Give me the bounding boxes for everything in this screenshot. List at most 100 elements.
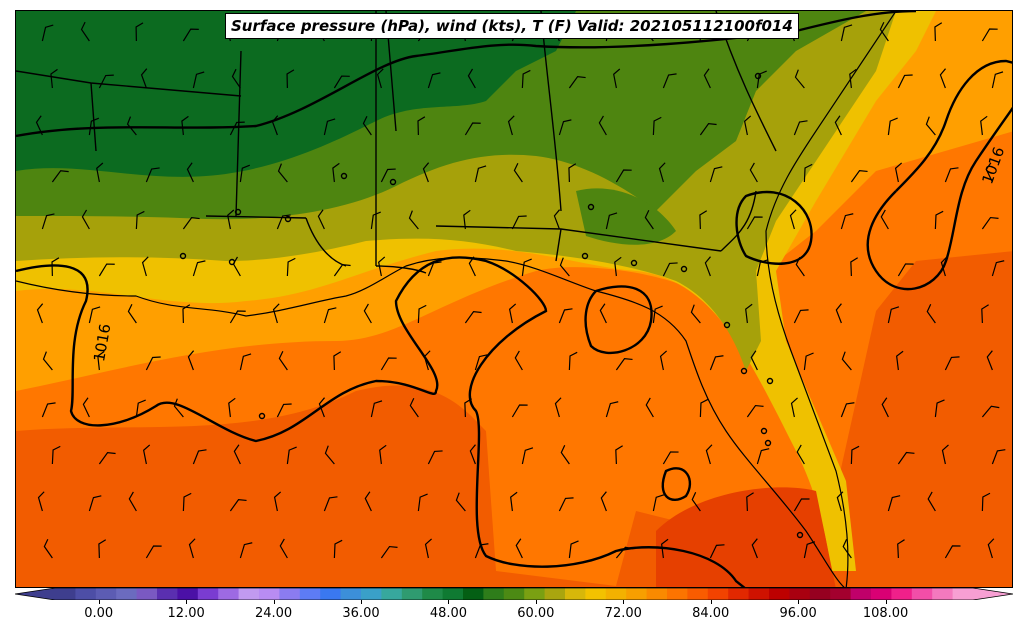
wind-barb <box>568 76 586 89</box>
wind-barb <box>427 72 441 89</box>
wind-barb <box>934 210 944 230</box>
wind-barb <box>51 257 60 277</box>
wind-barb <box>662 451 679 465</box>
wind-barb <box>560 445 570 465</box>
wind-barb <box>227 209 235 230</box>
wind-barb <box>464 310 482 324</box>
colorbar-segment <box>871 588 892 600</box>
colorbar-segment <box>565 588 586 600</box>
wind-barb <box>927 491 936 512</box>
wind-barb <box>750 350 758 371</box>
colorbar-tick-mark <box>885 600 887 604</box>
colorbar-tick-label: 96.00 <box>779 606 817 621</box>
wind-barb <box>690 304 701 324</box>
wind-barb <box>142 444 151 465</box>
colorbar-segment <box>605 588 627 600</box>
wind-barb <box>558 119 572 136</box>
wind-barb <box>455 492 466 512</box>
wind-barb <box>691 492 701 512</box>
wind-barb <box>318 397 325 418</box>
wind-barb <box>43 538 53 559</box>
wind-barb <box>850 169 868 183</box>
wind-barb <box>850 445 860 465</box>
colorbar-segment <box>55 588 76 600</box>
colorbar-segment <box>463 588 484 600</box>
colorbar-tick-label: 72.00 <box>604 606 642 621</box>
wind-barb <box>468 256 476 277</box>
colorbar-segment <box>157 588 178 600</box>
wind-barb <box>126 116 137 136</box>
wind-barb <box>615 169 632 183</box>
wind-barb <box>644 209 654 230</box>
wind-barb <box>192 260 206 277</box>
colorbar-tick-mark <box>448 600 450 604</box>
wind-barb <box>605 212 618 230</box>
colorbar-segment <box>401 588 423 600</box>
colorbar-segment <box>932 588 954 600</box>
colorbar-tick-mark <box>798 600 800 604</box>
wind-barb <box>408 210 419 230</box>
wind-barb <box>239 164 251 183</box>
wind-barb <box>127 303 137 324</box>
colorbar-max-extend <box>973 588 1013 600</box>
colorbar-segment <box>748 588 770 600</box>
wind-barb <box>82 397 90 418</box>
wind-barb <box>558 497 574 512</box>
colorbar-segment <box>850 588 872 600</box>
wind-barb <box>615 445 623 465</box>
wind-barb <box>879 21 889 42</box>
colorbar-segment <box>299 588 321 600</box>
wind-barb <box>333 264 351 277</box>
wind-barb <box>880 209 889 230</box>
wind-barb <box>510 491 518 512</box>
wind-barb <box>841 351 852 371</box>
wind-barb <box>840 24 853 42</box>
wind-barb <box>231 68 241 89</box>
wind-barb <box>424 538 432 559</box>
colorbar-tick-label: 48.00 <box>429 606 468 621</box>
wind-barb <box>939 68 946 89</box>
colorbar-segment <box>809 588 831 600</box>
wind-barb <box>272 303 280 324</box>
wind-barb <box>515 538 523 559</box>
wind-barb <box>323 496 338 512</box>
wind-barb <box>613 68 621 89</box>
wind-barb <box>749 162 758 183</box>
wind-barb <box>380 545 398 559</box>
wind-barb <box>42 351 53 371</box>
colorbar-segment <box>177 588 199 600</box>
colorbar-tick-mark <box>710 600 712 604</box>
wind-barb <box>474 165 487 183</box>
wind-barb <box>37 491 45 512</box>
wind-barb <box>376 68 384 89</box>
station-markers <box>179 72 804 539</box>
wind-barb <box>409 397 419 418</box>
wind-barbs <box>35 21 1006 559</box>
wind-barb <box>941 444 949 465</box>
colorbar-tick-mark <box>98 600 100 604</box>
wind-barb <box>182 217 200 230</box>
wind-barb <box>467 68 476 89</box>
wind-barb <box>88 306 101 324</box>
colorbar-segment <box>218 588 240 600</box>
wind-barb <box>991 449 1006 465</box>
wind-barb <box>379 444 387 465</box>
wind-barb <box>98 263 115 277</box>
wind-barb <box>614 256 622 277</box>
wind-barb <box>568 163 577 183</box>
wind-barb <box>364 491 372 512</box>
wind-barb <box>746 404 764 418</box>
wind-barb <box>286 446 297 465</box>
colorbar-segment <box>422 588 444 600</box>
wind-barb <box>51 445 61 465</box>
colorbar-tick-label: 24.00 <box>254 606 293 621</box>
colorbar-segment <box>279 588 301 600</box>
wind-barb <box>840 213 854 230</box>
wind-barb <box>98 74 114 89</box>
wind-barb <box>662 262 678 277</box>
wind-barb <box>278 350 288 371</box>
wind-barb <box>803 541 816 559</box>
wind-barb <box>745 303 753 324</box>
wind-barb <box>239 353 252 371</box>
wind-barb <box>887 495 901 512</box>
